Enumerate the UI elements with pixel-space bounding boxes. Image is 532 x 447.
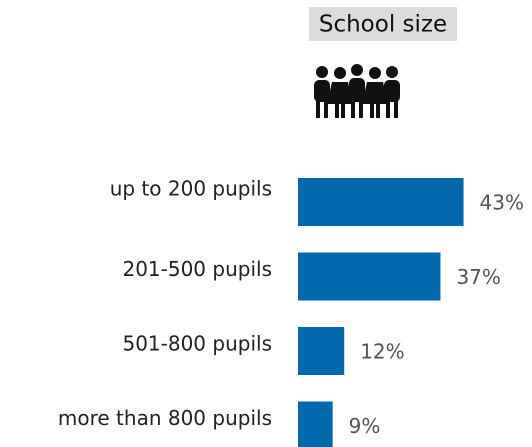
bar	[298, 401, 333, 447]
value-label: 9%	[349, 414, 381, 438]
title-background	[309, 7, 457, 41]
category-label: up to 200 pupils	[110, 177, 272, 201]
value-label: 43%	[480, 191, 524, 215]
category-label: more than 800 pupils	[58, 406, 272, 430]
chart-title: School size	[319, 12, 447, 38]
bar	[298, 327, 345, 375]
people-icon	[314, 64, 400, 118]
category-label: 201-500 pupils	[122, 257, 272, 281]
value-label: 12%	[360, 340, 404, 364]
bar	[298, 252, 441, 301]
value-label: 37%	[456, 265, 500, 289]
category-label: 501-800 pupils	[122, 332, 272, 356]
bar	[298, 178, 464, 226]
